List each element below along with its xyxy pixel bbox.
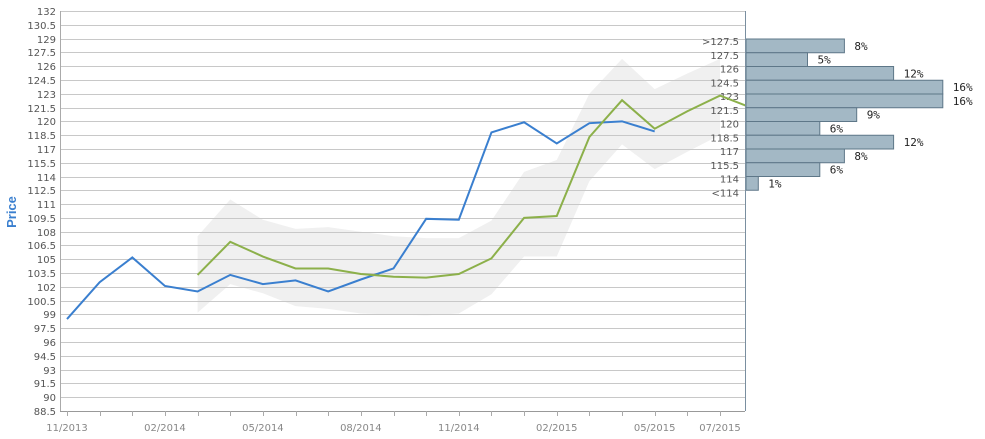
y-tick-label: 112.5 xyxy=(27,186,56,197)
y-tick-label: 105 xyxy=(37,255,56,266)
y-tick-label: 114 xyxy=(37,173,56,184)
histogram-percent-label: 12% xyxy=(904,67,924,80)
histogram-bar xyxy=(745,52,808,67)
y-tick-label: 100.5 xyxy=(27,297,56,308)
y-tick-label: 120 xyxy=(37,117,56,128)
histogram-bin-label: >127.5 xyxy=(702,37,739,48)
histogram-percent-label: 16% xyxy=(953,95,973,108)
y-tick-label: 115.5 xyxy=(27,159,56,170)
histogram-layer: >127.5 127.5 126 124.5 123 121.5 120 118.5 117 11… xyxy=(702,37,973,199)
histogram-bar xyxy=(745,66,895,81)
y-tick-label: 97.5 xyxy=(34,324,56,335)
histogram-percent-label: 6% xyxy=(830,122,844,135)
histogram-bin-label: <114 xyxy=(712,188,739,199)
histogram-percent-label: 1% xyxy=(768,177,782,190)
histogram-bar xyxy=(745,162,821,177)
y-tick-label: 91.5 xyxy=(34,379,56,390)
x-tick-label: 11/2014 xyxy=(438,423,480,434)
histogram-bar xyxy=(745,38,845,54)
histogram-bar xyxy=(745,107,858,122)
y-tick-label: 88.5 xyxy=(34,407,56,418)
y-tick-label: 129 xyxy=(37,35,56,46)
histogram-bar xyxy=(745,79,944,95)
histogram-bin-label: 123 xyxy=(720,92,739,103)
y-tick-label: 103.5 xyxy=(27,269,56,280)
y-tick-label: 118.5 xyxy=(27,131,56,142)
forecast-band xyxy=(197,58,721,316)
y-tick-label: 117 xyxy=(37,145,56,156)
histogram-bar xyxy=(745,93,944,109)
grid-layer xyxy=(60,11,745,412)
histogram-percent-label: 9% xyxy=(867,109,881,122)
x-tick-label: 07/2015 xyxy=(699,423,741,434)
x-tick-label: 02/2015 xyxy=(536,423,578,434)
y-tick-label: 132 xyxy=(37,7,56,18)
y-tick-label: 99 xyxy=(43,310,56,321)
x-tick-label: 02/2014 xyxy=(144,423,186,434)
y-tick-label: 93 xyxy=(43,366,56,377)
y-tick-label: 130.5 xyxy=(27,21,56,32)
x-tick-label: 11/2013 xyxy=(46,423,88,434)
histogram-bar xyxy=(745,134,895,150)
histogram-bin-label: 126 xyxy=(720,65,739,76)
y-tick-label: 124.5 xyxy=(27,76,56,87)
y-tick-label: 94.5 xyxy=(34,352,56,363)
histogram-percent-label: 12% xyxy=(904,136,924,149)
x-tick-label: 05/2014 xyxy=(242,423,284,434)
histogram-percent-label: 8% xyxy=(854,150,868,163)
histogram-percent-label: 16% xyxy=(953,81,973,94)
y-axis-label: Price xyxy=(4,196,19,228)
y-tick-label: 96 xyxy=(43,338,56,349)
histogram-percent-label: 5% xyxy=(818,54,832,67)
histogram-bin-label: 127.5 xyxy=(710,51,739,62)
x-tick-label: 08/2014 xyxy=(340,423,382,434)
histogram-bar xyxy=(745,148,845,164)
histogram-bin-label: 115.5 xyxy=(710,161,739,172)
histogram-percent-label: 8% xyxy=(854,40,868,53)
y-tick-label: 108 xyxy=(37,228,56,239)
forecast-band-layer xyxy=(197,58,721,316)
y-tick-label: 102 xyxy=(37,283,56,294)
y-tick-label: 126 xyxy=(37,62,56,73)
histogram-bin-label: 114 xyxy=(720,175,739,186)
series-line-blue xyxy=(66,120,655,320)
y-tick-label: 90 xyxy=(43,393,56,404)
histogram-bin-label: 124.5 xyxy=(710,78,739,89)
y-tick-label: 127.5 xyxy=(27,48,56,59)
histogram-bin-label: 118.5 xyxy=(710,133,739,144)
histogram-bar xyxy=(745,176,759,191)
histogram-bin-label: 117 xyxy=(720,147,739,158)
series-line-green xyxy=(196,94,747,279)
y-tick-label: 111 xyxy=(37,200,56,211)
y-tick-label: 121.5 xyxy=(27,104,56,115)
histogram-bar xyxy=(745,121,821,136)
y-tick-label: 109.5 xyxy=(27,214,56,225)
series-layer xyxy=(66,94,747,320)
x-tick-label: 05/2015 xyxy=(634,423,676,434)
y-tick-label: 123 xyxy=(37,90,56,101)
histogram-percent-label: 6% xyxy=(830,164,844,177)
axis-layer: 88.5 90 91.5 93 94.5 96 97.5 99 100.5 102 103.5 105… xyxy=(27,7,746,434)
histogram-bin-label: 120 xyxy=(720,120,739,131)
y-tick-label: 106.5 xyxy=(27,241,56,252)
histogram-bin-label: 121.5 xyxy=(710,106,739,117)
